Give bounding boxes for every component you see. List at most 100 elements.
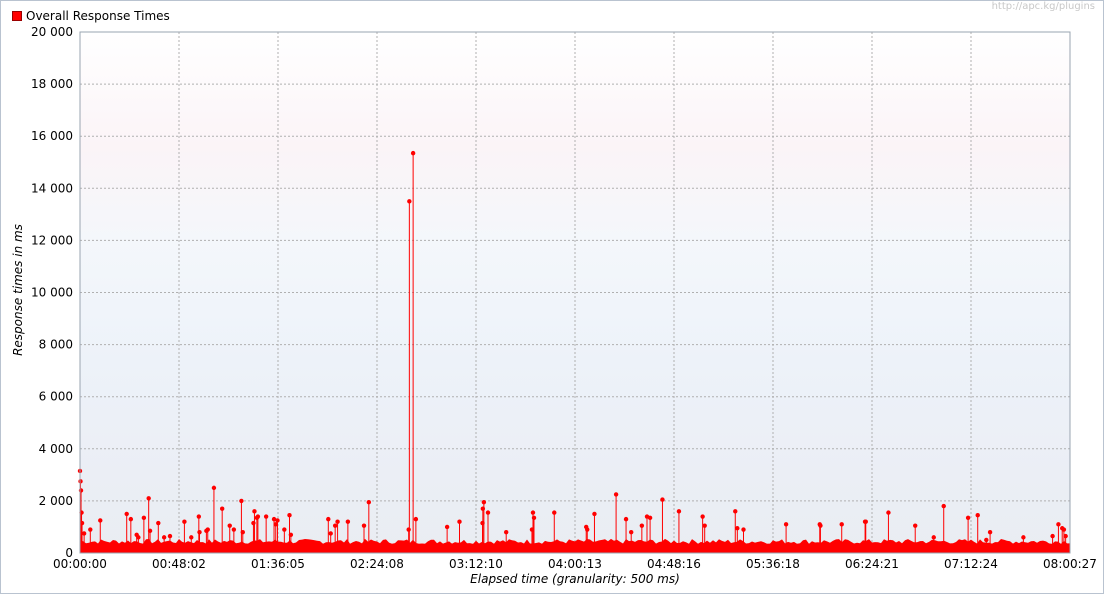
- y-tick-label: 2 000: [39, 494, 73, 508]
- series-point: [735, 526, 740, 531]
- series-point: [275, 518, 280, 523]
- series-point: [147, 528, 153, 534]
- series-point: [1056, 522, 1061, 527]
- series-point: [410, 150, 416, 156]
- series-point: [702, 523, 707, 528]
- series-point: [252, 509, 257, 514]
- series-point: [288, 532, 294, 537]
- series-point: [406, 527, 411, 532]
- x-tick-label: 08:00:27: [1043, 557, 1097, 571]
- series-point: [345, 519, 351, 524]
- x-tick-labels: 00:00:00 00:48:02 01:36:05 02:24:08 03:12:10…: [53, 557, 1097, 571]
- series-point: [227, 523, 232, 528]
- series-point: [457, 519, 462, 524]
- series-point: [647, 515, 653, 521]
- x-tick-label: 07:12:24: [944, 557, 998, 571]
- series-point: [1050, 533, 1055, 539]
- series-point: [255, 514, 261, 519]
- y-tick-label: 12 000: [31, 233, 73, 247]
- series-point: [328, 531, 333, 536]
- series-point: [529, 527, 535, 532]
- x-tick-label: 02:24:08: [350, 557, 404, 571]
- legend-swatch-overall-response-times: [12, 11, 22, 21]
- series-point: [146, 496, 151, 501]
- series-point: [503, 529, 509, 535]
- x-tick-label: 03:12:10: [449, 557, 503, 571]
- y-tick-label: 20 000: [31, 25, 73, 39]
- series-point: [205, 527, 210, 532]
- series-point: [444, 524, 450, 530]
- series-point: [141, 515, 147, 521]
- legend: Overall Response Times: [12, 8, 170, 24]
- series-point: [326, 516, 331, 522]
- series-point: [263, 514, 269, 519]
- series-point: [485, 510, 491, 515]
- series-point: [335, 519, 340, 524]
- y-tick-label: 16 000: [31, 129, 73, 143]
- series-point: [613, 492, 619, 497]
- series-point: [987, 529, 993, 535]
- series-point: [251, 520, 256, 526]
- series-point: [733, 509, 738, 514]
- series-point: [161, 535, 167, 540]
- series-point: [700, 514, 705, 519]
- series-point: [128, 516, 134, 522]
- series-point: [552, 510, 557, 515]
- series-point: [156, 520, 161, 526]
- series-point: [78, 479, 83, 484]
- series-point: [407, 199, 412, 204]
- series-point: [965, 515, 971, 521]
- series-point: [1061, 527, 1067, 532]
- series-point: [361, 523, 367, 528]
- series-point: [629, 529, 634, 535]
- series-point: [531, 515, 537, 521]
- series-point: [189, 535, 194, 540]
- series-overall-response-times: [77, 150, 1070, 553]
- y-tick-label: 0: [65, 546, 73, 560]
- series-point: [818, 523, 823, 528]
- series-point: [592, 511, 597, 517]
- series-point: [271, 516, 277, 522]
- series-point: [839, 522, 844, 527]
- series-point: [975, 513, 980, 518]
- series-point: [530, 510, 536, 515]
- series-point: [231, 527, 237, 532]
- y-tick-label: 8 000: [39, 338, 73, 352]
- series-point: [676, 509, 682, 514]
- series-point: [88, 527, 93, 532]
- series-point: [78, 488, 84, 493]
- series-point: [98, 518, 103, 523]
- x-axis-title: Elapsed time (granularity: 500 ms): [470, 572, 680, 586]
- series-point: [196, 514, 202, 519]
- legend-label: Overall Response Times: [26, 9, 170, 23]
- y-tick-labels: 0 2 000 4 000 6 000 8 000 10 000 12 000 14 000 1…: [31, 25, 73, 560]
- series-point: [239, 498, 244, 504]
- series-point: [366, 500, 372, 505]
- series-point: [481, 500, 487, 505]
- series-point: [863, 519, 868, 524]
- series-point: [124, 511, 129, 517]
- series-point: [211, 485, 217, 491]
- y-tick-label: 6 000: [39, 390, 73, 404]
- y-tick-label: 10 000: [31, 286, 73, 300]
- series-point: [273, 522, 278, 527]
- series-point: [282, 527, 287, 532]
- x-tick-label: 04:48:16: [647, 557, 701, 571]
- series-point: [1063, 533, 1068, 539]
- series-point: [480, 506, 486, 511]
- series-point: [1021, 535, 1026, 540]
- series-point: [585, 527, 590, 532]
- x-tick-label: 05:36:18: [746, 557, 800, 571]
- series-point: [660, 497, 665, 502]
- watermark: http://apc.kg/plugins: [991, 1, 1095, 12]
- x-tick-label: 00:00:00: [53, 557, 107, 571]
- series-point: [197, 529, 202, 535]
- x-tick-label: 00:48:02: [152, 557, 206, 571]
- y-tick-label: 4 000: [39, 442, 73, 456]
- series-point: [941, 503, 946, 509]
- y-tick-label: 18 000: [31, 77, 73, 91]
- series-point: [287, 513, 292, 518]
- series-baseline-noise: [80, 538, 1070, 553]
- series-point: [182, 519, 187, 524]
